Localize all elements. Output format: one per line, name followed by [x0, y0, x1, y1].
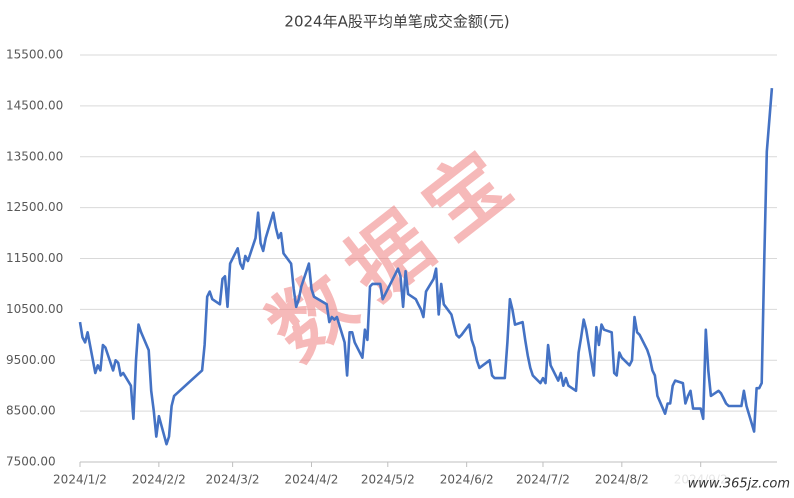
site-badge [668, 472, 794, 496]
x-tick-label: 2024/4/2 [285, 473, 339, 487]
y-tick-label: 9500.00 [6, 353, 56, 367]
x-tick-label: 2024/1/2 [53, 473, 107, 487]
x-tick-label: 2024/7/2 [516, 473, 570, 487]
y-tick-label: 10500.00 [6, 302, 63, 316]
y-tick-label: 11500.00 [6, 251, 63, 265]
x-tick-label: 2024/8/2 [595, 473, 649, 487]
x-tick-label: 2024/3/2 [206, 473, 260, 487]
chart-title: 2024年A股平均单笔成交金额(元) [284, 13, 509, 31]
watermark: 数据宝 [252, 123, 541, 377]
y-tick-label: 12500.00 [6, 200, 63, 214]
x-tick-label: 2024/2/2 [132, 473, 186, 487]
x-tick-label: 2024/6/2 [440, 473, 494, 487]
y-tick-label: 13500.00 [6, 149, 63, 163]
y-tick-label: 8500.00 [6, 404, 56, 418]
site-watermark: www.365jz.com [688, 477, 790, 492]
y-tick-label: 14500.00 [6, 98, 63, 112]
y-tick-label: 7500.00 [6, 455, 56, 469]
y-tick-label: 15500.00 [6, 48, 63, 62]
x-tick-label: 2024/5/2 [361, 473, 415, 487]
series-line [78, 87, 774, 446]
